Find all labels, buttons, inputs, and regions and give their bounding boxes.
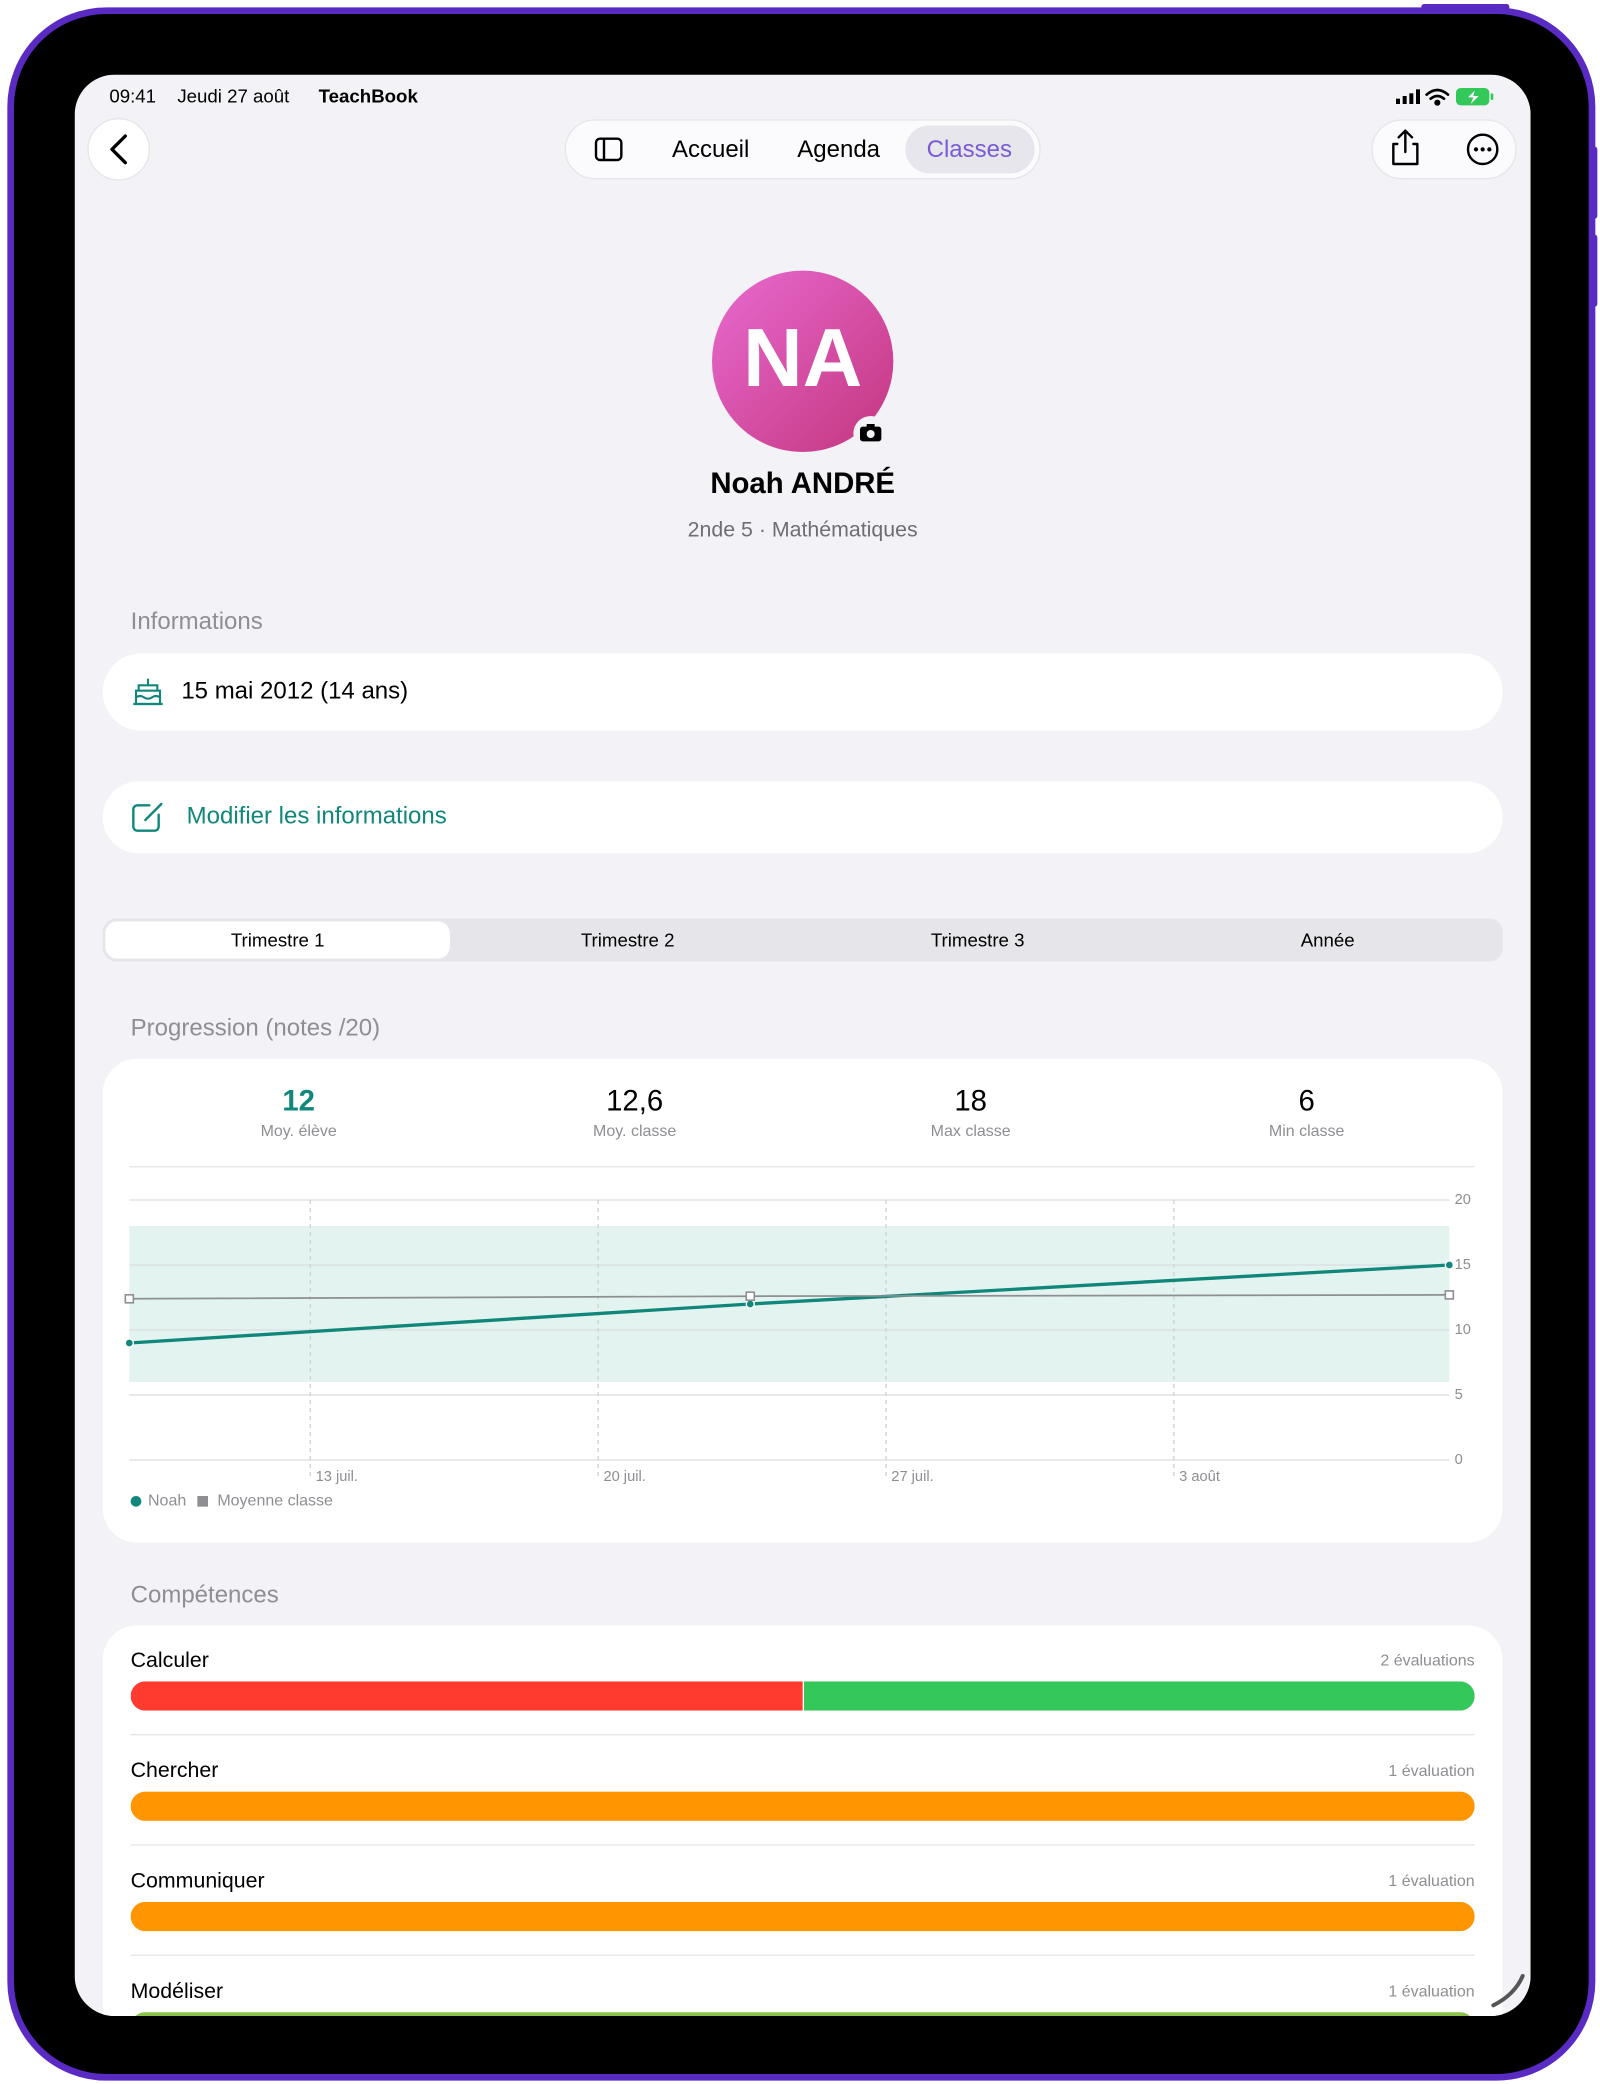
stat-value: 12,6 xyxy=(606,1084,663,1117)
competence-bar xyxy=(130,1901,1475,1932)
volume-up xyxy=(1589,146,1598,219)
range-band xyxy=(129,1226,1450,1382)
nav-tabs: Accueil Agenda Classes xyxy=(672,125,1035,174)
segment[interactable]: Trimestre 3 xyxy=(931,929,1025,950)
competence-name: Communiquer xyxy=(131,1869,265,1893)
competence-bar xyxy=(130,2012,1475,2016)
edit-link[interactable]: Modifier les informations xyxy=(187,803,447,830)
section-heading: Compétences xyxy=(131,1581,279,1608)
legend-label: Moyenne classe xyxy=(217,1493,333,1510)
camera-badge[interactable] xyxy=(853,416,888,451)
student-name: Noah ANDRÉ xyxy=(710,466,895,500)
legend-label: Noah xyxy=(148,1493,186,1510)
point xyxy=(124,1293,135,1304)
segment[interactable]: Trimestre 2 xyxy=(581,929,675,950)
top-button xyxy=(1421,4,1510,12)
competence-count: 1 évaluation xyxy=(1388,1763,1474,1780)
more-button[interactable] xyxy=(1466,133,1499,166)
legend-swatch xyxy=(130,1496,142,1507)
section-heading: Informations xyxy=(131,608,263,635)
stat-label: Max classe xyxy=(931,1123,1011,1140)
edit-card[interactable] xyxy=(102,781,1503,854)
point xyxy=(745,1299,755,1309)
segment-active-bg xyxy=(105,921,450,959)
competence-segment xyxy=(130,1681,803,1711)
competence-name: Chercher xyxy=(131,1758,219,1782)
status-date: Jeudi 27 août xyxy=(177,85,290,106)
student-subtitle: 2nde 5 · Mathématiques xyxy=(688,517,918,541)
competence-count: 1 évaluation xyxy=(1388,1983,1474,2000)
stat-label: Moy. classe xyxy=(593,1123,676,1140)
competence-count: 2 évaluations xyxy=(1380,1653,1474,1670)
nav-tab-active-bg xyxy=(905,125,1035,174)
y-tick-label: 0 xyxy=(1455,1452,1463,1468)
competence-segment xyxy=(130,1901,1475,1932)
point xyxy=(1444,1260,1454,1270)
avatar[interactable] xyxy=(712,270,894,452)
nav-tab[interactable]: Classes xyxy=(927,136,1012,163)
y-tick-label: 5 xyxy=(1455,1387,1463,1403)
share-button[interactable] xyxy=(1392,129,1419,166)
competence-count: 1 évaluation xyxy=(1388,1873,1474,1890)
segment[interactable]: Année xyxy=(1301,929,1355,950)
screen: 09:41 Jeudi 27 août TeachBook Accueil Age… xyxy=(74,74,1531,2016)
segments: Trimestre 1 Trimestre 2 Trimestre 3 Année xyxy=(105,921,1355,959)
stat-label: Moy. élève xyxy=(261,1123,337,1140)
competences-card xyxy=(102,1625,1503,2016)
volume-down xyxy=(1589,234,1598,307)
avatar-initials: NA xyxy=(743,311,862,404)
point xyxy=(1444,1290,1455,1300)
y-tick-label: 20 xyxy=(1455,1192,1471,1208)
stat-value: 18 xyxy=(954,1084,987,1117)
competence-segment xyxy=(130,2012,1475,2016)
wifi-icon xyxy=(1425,88,1450,106)
signal-icon xyxy=(1396,89,1420,104)
edit-icon xyxy=(132,802,163,832)
x-tick-label: 20 juil. xyxy=(603,1469,645,1485)
info-card xyxy=(102,653,1503,731)
x-tick-label: 13 juil. xyxy=(316,1469,358,1485)
legend-swatch xyxy=(197,1496,208,1507)
competence-segment xyxy=(130,1791,1475,1821)
segment[interactable]: Trimestre 1 xyxy=(231,929,325,950)
stat-value: 6 xyxy=(1299,1084,1315,1117)
scroll-indicator xyxy=(1491,1974,1525,2008)
cake-icon xyxy=(133,678,163,706)
status-time: 09:41 xyxy=(109,85,156,106)
chart: 0 5 10 15 20 13 juil. 20 juil. 27 juil. 3 août No… xyxy=(124,1192,1471,1510)
competence-bar xyxy=(130,1681,1475,1711)
nav-tab[interactable]: Accueil xyxy=(672,136,749,163)
sidebar-toggle[interactable] xyxy=(594,137,623,162)
y-tick-label: 15 xyxy=(1455,1257,1471,1273)
x-tick-label: 27 juil. xyxy=(891,1469,933,1485)
competence-name: Calculer xyxy=(131,1648,209,1672)
competence-name: Modéliser xyxy=(131,1979,223,2003)
competence-segment xyxy=(804,1681,1475,1711)
section-heading: Progression (notes /20) xyxy=(131,1015,380,1042)
stat-value: 12 xyxy=(282,1084,315,1117)
competence-bar xyxy=(130,1791,1475,1821)
y-tick-label: 10 xyxy=(1455,1322,1471,1338)
x-tick-label: 3 août xyxy=(1179,1469,1220,1485)
birthdate: 15 mai 2012 (14 ans) xyxy=(181,677,408,704)
stats: 12 Moy. élève 12,6 Moy. classe 18 Max classe 6… xyxy=(261,1084,1345,1140)
nav-tab[interactable]: Agenda xyxy=(797,136,880,163)
stat-label: Min classe xyxy=(1269,1123,1345,1140)
segmented-control xyxy=(102,918,1503,962)
back-button[interactable] xyxy=(87,117,150,181)
point xyxy=(745,1291,756,1302)
point xyxy=(124,1338,134,1348)
battery-icon xyxy=(1456,88,1494,106)
competences-list: Calculer 2 évaluations Chercher 1 évaluatio… xyxy=(130,1648,1475,2016)
status-app: TeachBook xyxy=(319,85,419,106)
